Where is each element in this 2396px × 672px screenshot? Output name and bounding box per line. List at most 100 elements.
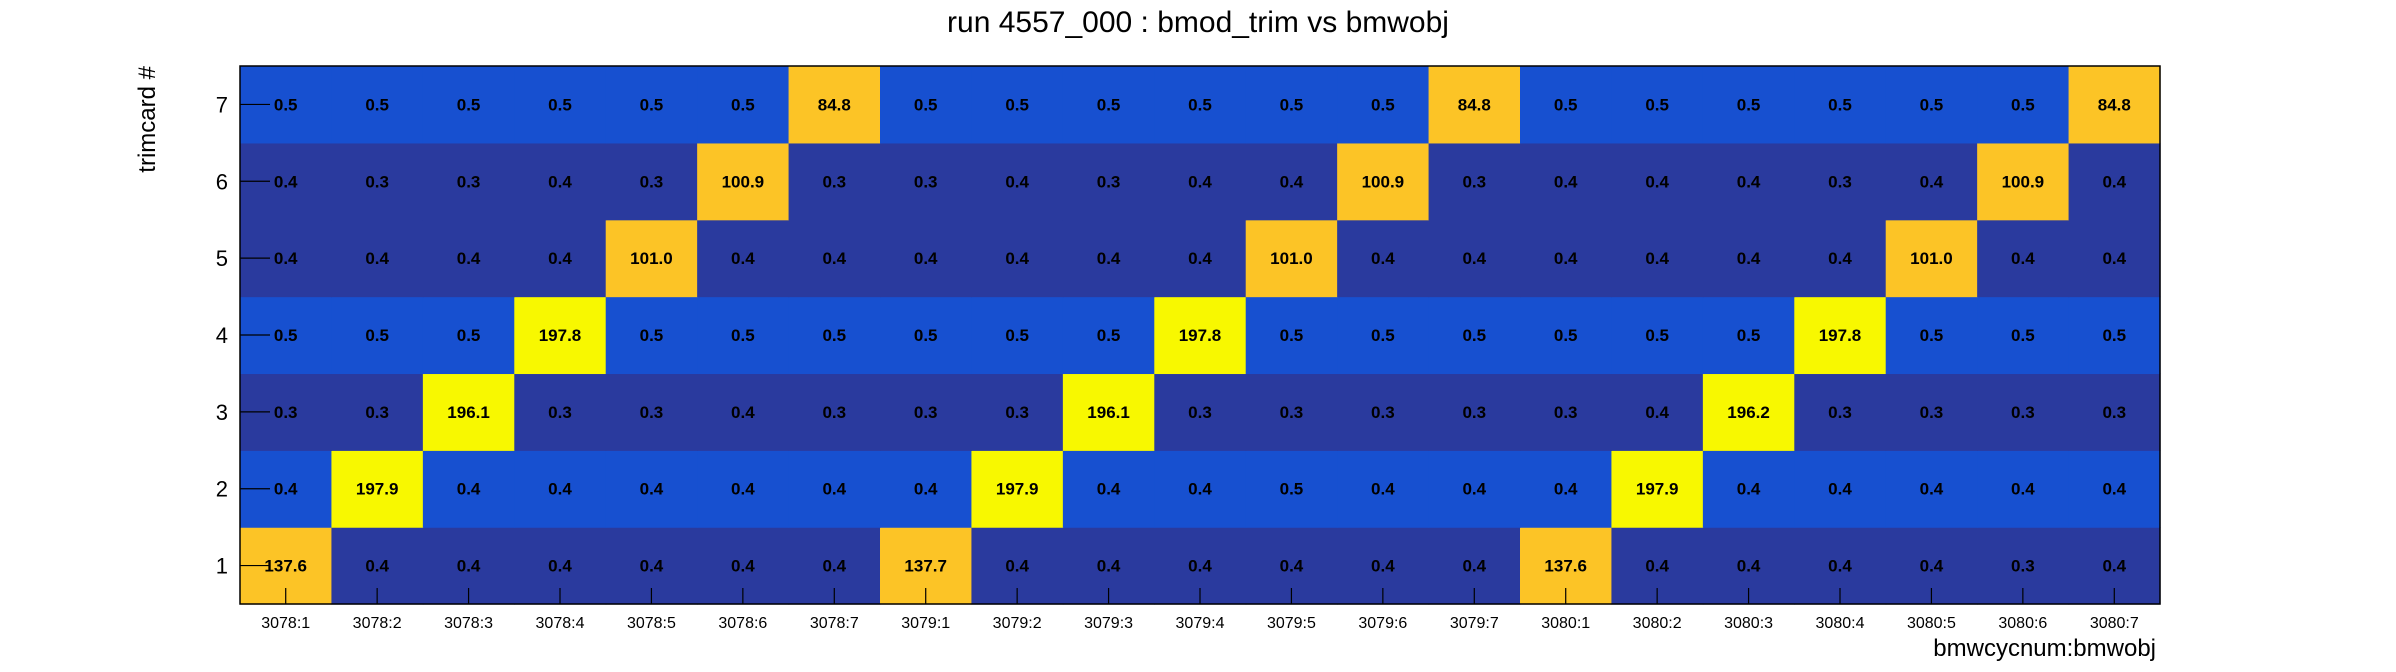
heatmap-cell — [1062, 373, 1155, 451]
cell-value-label: 0.4 — [1554, 172, 1578, 191]
cell-value-label: 0.4 — [1188, 249, 1212, 268]
cell-value-label: 84.8 — [2098, 95, 2131, 114]
heatmap-cell — [1702, 142, 1795, 221]
heatmap-cell — [1062, 296, 1155, 375]
heatmap-cell — [1702, 296, 1795, 375]
x-tick-label: 3078:1 — [261, 615, 310, 632]
heatmap-cell — [1428, 450, 1521, 528]
heatmap-cell — [971, 373, 1064, 451]
heatmap-cell — [2068, 296, 2161, 375]
cell-value-label: 0.5 — [457, 95, 481, 114]
cell-value-label: 0.3 — [914, 172, 938, 191]
y-tick-label: 7 — [216, 92, 228, 117]
heatmap-cell — [1337, 219, 1430, 298]
x-axis-ticks: 3078:1 3078:2 3078:3 3078:4 3078:5 3078:6 3078… — [261, 588, 2139, 632]
cell-value-label: 0.3 — [1828, 403, 1852, 422]
cell-value-label: 0.4 — [1737, 480, 1761, 499]
heatmap-cell — [788, 373, 881, 451]
x-tick-label: 3079:1 — [901, 615, 950, 632]
heatmap-cell — [1977, 219, 2070, 298]
heatmap-cell — [1062, 142, 1155, 221]
cell-value-label: 0.4 — [548, 557, 572, 576]
cell-value-label: 0.4 — [914, 249, 938, 268]
cell-value-label: 0.4 — [1005, 557, 1029, 576]
heatmap-cell — [422, 66, 515, 144]
heatmap-cell — [880, 450, 973, 528]
heatmap-cell — [605, 142, 698, 221]
y-tick-label: 6 — [216, 169, 228, 194]
heatmap-cell — [1154, 142, 1247, 221]
y-tick-label: 3 — [216, 400, 228, 425]
y-tick-label: 4 — [216, 323, 228, 348]
heatmap-cell — [1794, 219, 1887, 298]
cell-value-label: 0.5 — [731, 95, 755, 114]
heatmap-cell — [788, 450, 881, 528]
cell-value-label: 100.9 — [1362, 172, 1405, 191]
cell-value-label: 0.3 — [2011, 403, 2035, 422]
heatmap-cell — [1794, 373, 1887, 451]
cell-value-label: 0.4 — [822, 249, 846, 268]
cell-value-label: 0.3 — [457, 172, 481, 191]
heatmap-cell — [1154, 66, 1247, 144]
heatmap-cell — [1611, 296, 1704, 375]
chart-title: run 4557_000 : bmod_trim vs bmwobj — [947, 6, 1449, 39]
x-tick-label: 3079:6 — [1358, 615, 1407, 632]
heatmap-cell — [514, 373, 607, 451]
cell-value-label: 0.3 — [1554, 403, 1578, 422]
cell-value-label: 0.4 — [1097, 557, 1121, 576]
heatmap-cell — [331, 373, 424, 451]
cell-value-label: 196.1 — [447, 403, 490, 422]
heatmap-cell — [2068, 373, 2161, 451]
cell-value-label: 137.7 — [904, 557, 947, 576]
cell-value-label: 0.5 — [457, 326, 481, 345]
cell-value-label: 0.4 — [1462, 557, 1486, 576]
cell-value-label: 197.9 — [996, 480, 1039, 499]
heatmap-cell — [1794, 450, 1887, 528]
heatmap-cell — [697, 219, 790, 298]
heatmap-cell — [2068, 66, 2161, 144]
heatmap-cell — [697, 450, 790, 528]
x-tick-label: 3078:5 — [627, 615, 676, 632]
cell-value-label: 0.5 — [548, 95, 572, 114]
cell-labels: 137.6 0.4 0.4 0.4 0.4 0.4 0.4 137.7 0.4 0.4 0.4 0.4… — [264, 95, 2130, 575]
x-tick-label: 3080:6 — [1998, 615, 2047, 632]
heatmap-cell — [1245, 296, 1338, 375]
cell-value-label: 0.5 — [1371, 326, 1395, 345]
heatmap-cell — [1520, 373, 1613, 451]
cell-value-label: 0.3 — [1005, 403, 1029, 422]
cell-value-label: 101.0 — [1270, 249, 1313, 268]
cell-value-label: 0.5 — [731, 326, 755, 345]
cell-value-label: 0.5 — [365, 95, 389, 114]
heatmap-cell — [422, 373, 515, 451]
cell-value-label: 0.5 — [1737, 95, 1761, 114]
x-tick-label: 3079:7 — [1450, 615, 1499, 632]
heatmap-cell — [1520, 66, 1613, 144]
heatmap-cell — [605, 373, 698, 451]
cell-value-label: 0.5 — [1920, 95, 1944, 114]
cell-value-label: 0.4 — [731, 480, 755, 499]
cell-value-label: 0.5 — [274, 95, 298, 114]
heatmap-cell — [1520, 296, 1613, 375]
cell-value-label: 0.4 — [1005, 172, 1029, 191]
heatmap-cell — [605, 296, 698, 375]
cell-value-label: 0.5 — [1097, 326, 1121, 345]
cell-value-label: 0.4 — [1005, 249, 1029, 268]
cell-value-label: 0.5 — [2011, 95, 2035, 114]
cell-value-label: 0.4 — [1920, 557, 1944, 576]
cell-value-label: 0.4 — [1371, 557, 1395, 576]
cell-value-label: 0.3 — [1462, 172, 1486, 191]
cell-value-label: 84.8 — [818, 95, 851, 114]
cell-value-label: 0.4 — [1097, 480, 1121, 499]
cell-value-label: 100.9 — [722, 172, 765, 191]
heatmap-cell — [2068, 142, 2161, 221]
cell-value-label: 101.0 — [1910, 249, 1953, 268]
cell-value-label: 0.4 — [548, 172, 572, 191]
x-tick-label: 3080:5 — [1907, 615, 1956, 632]
cell-value-label: 0.3 — [1371, 403, 1395, 422]
cell-value-label: 196.1 — [1087, 403, 1130, 422]
heatmap-cell — [1520, 142, 1613, 221]
heatmap-cell — [971, 219, 1064, 298]
cell-value-label: 0.4 — [548, 480, 572, 499]
heatmap-cell — [1154, 296, 1247, 375]
x-tick-label: 3078:2 — [353, 615, 402, 632]
